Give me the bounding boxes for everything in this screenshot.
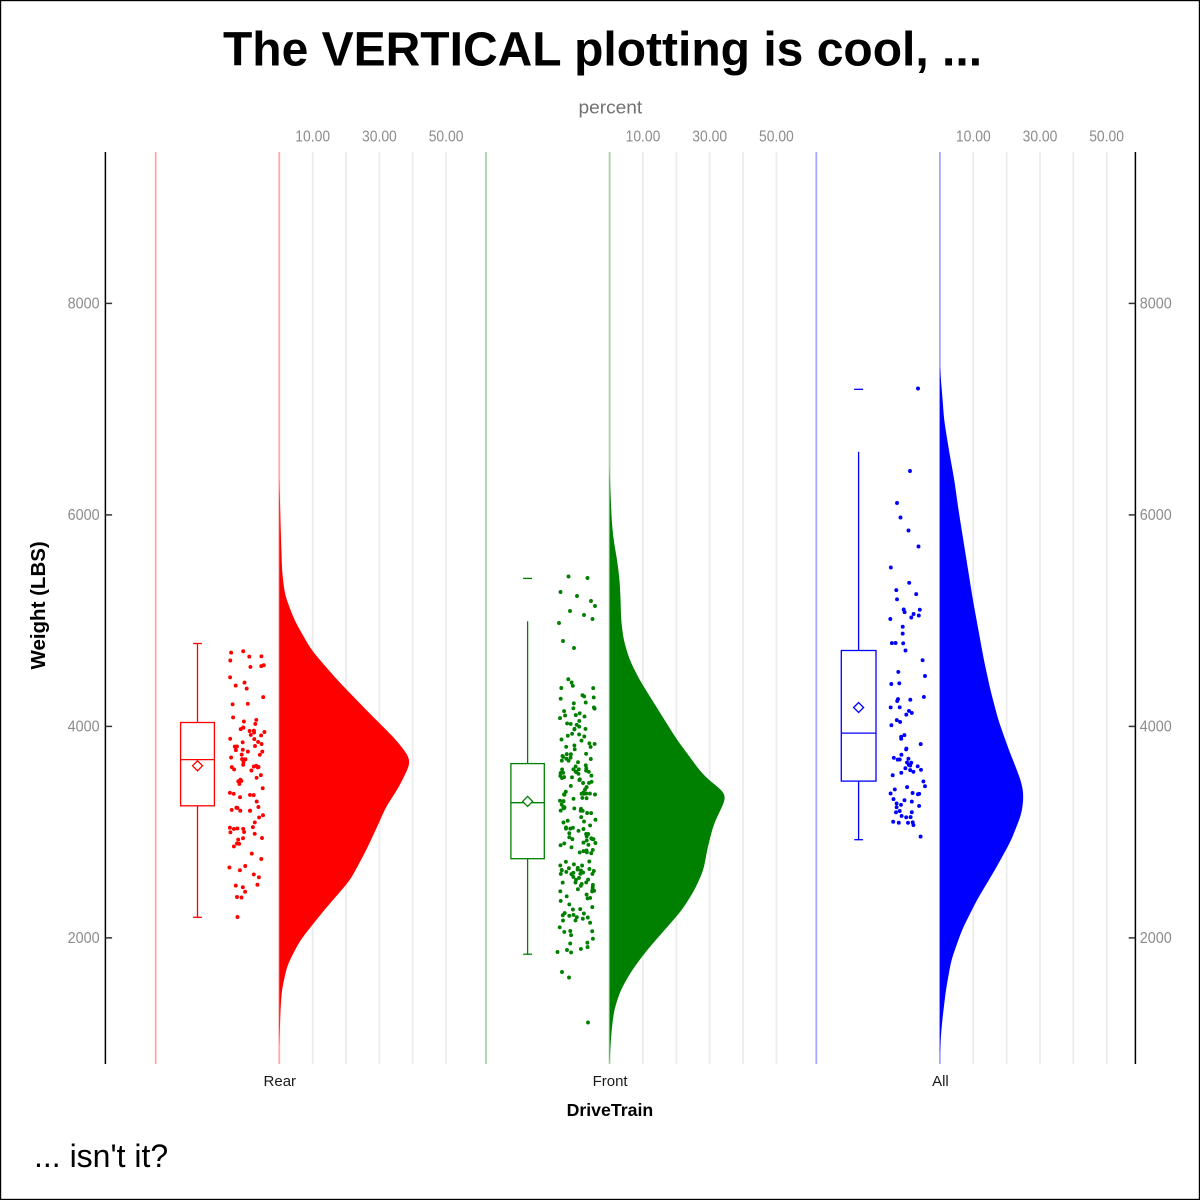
svg-text:2000: 2000: [68, 930, 100, 947]
svg-text:50.00: 50.00: [429, 129, 464, 146]
svg-text:6000: 6000: [1140, 507, 1172, 524]
svg-text:6000: 6000: [68, 507, 100, 524]
svg-text:50.00: 50.00: [1089, 129, 1124, 146]
svg-text:Front: Front: [593, 1073, 629, 1090]
svg-text:2000: 2000: [1140, 930, 1172, 947]
svg-text:Rear: Rear: [264, 1073, 297, 1090]
svg-text:All: All: [932, 1073, 949, 1090]
svg-text:30.00: 30.00: [1023, 129, 1058, 146]
svg-text:8000: 8000: [1140, 296, 1172, 313]
svg-text:... isn't it?: ... isn't it?: [34, 1138, 168, 1174]
svg-text:The VERTICAL plotting is cool,: The VERTICAL plotting is cool, ...: [223, 24, 982, 77]
svg-text:30.00: 30.00: [692, 129, 727, 146]
svg-text:50.00: 50.00: [759, 129, 794, 146]
svg-text:DriveTrain: DriveTrain: [567, 1100, 654, 1120]
svg-text:10.00: 10.00: [295, 129, 330, 146]
svg-text:4000: 4000: [68, 719, 100, 736]
svg-text:percent: percent: [579, 96, 643, 117]
svg-text:4000: 4000: [1140, 719, 1172, 736]
svg-text:Weight (LBS): Weight (LBS): [27, 541, 50, 669]
svg-text:10.00: 10.00: [956, 129, 991, 146]
svg-text:10.00: 10.00: [626, 129, 661, 146]
svg-text:30.00: 30.00: [362, 129, 397, 146]
svg-text:8000: 8000: [68, 296, 100, 313]
